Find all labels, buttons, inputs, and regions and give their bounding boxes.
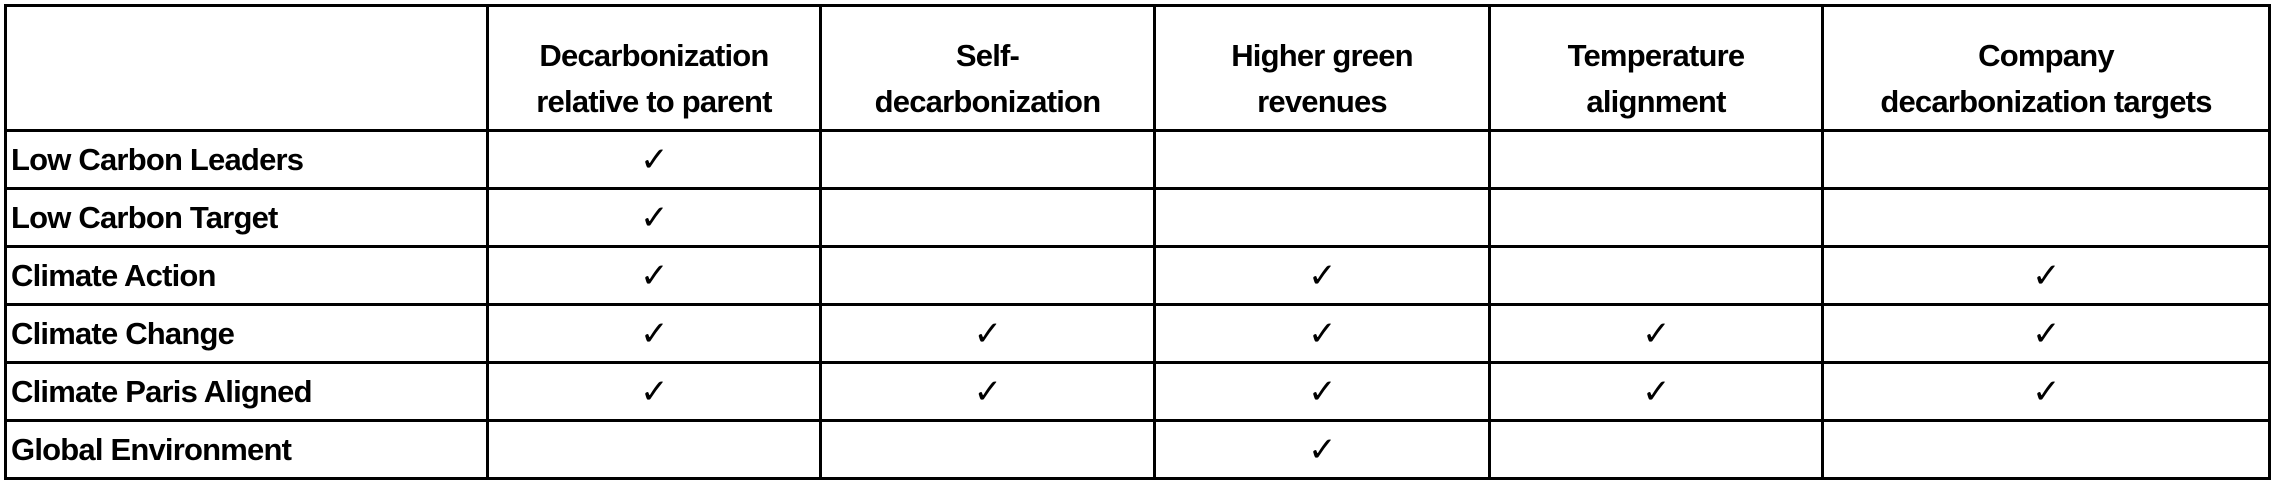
checkmark-icon: ✓ — [1308, 371, 1336, 412]
table-cell: ✓ — [1153, 419, 1491, 480]
table-cell — [1153, 129, 1491, 190]
checkmark-icon: ✓ — [640, 371, 668, 412]
column-header: Self-decarbonization — [819, 4, 1156, 132]
table-cell: ✓ — [1153, 303, 1491, 364]
table-cell — [1488, 245, 1824, 306]
column-header: Temperature alignment — [1488, 4, 1824, 132]
column-header-line: alignment — [1586, 84, 1726, 119]
column-header-line: Temperature — [1567, 38, 1745, 73]
column-header-line: Decarbonization — [539, 38, 769, 73]
table-cell — [1821, 419, 2271, 480]
table-cell: ✓ — [1488, 361, 1824, 422]
table-cell — [1488, 419, 1824, 480]
table-cell: ✓ — [1821, 245, 2271, 306]
checkmark-icon: ✓ — [2032, 313, 2060, 354]
table-cell: ✓ — [1153, 245, 1491, 306]
row-label: Climate Paris Aligned — [4, 361, 489, 422]
checkmark-icon: ✓ — [1308, 255, 1336, 296]
checkmark-icon: ✓ — [2032, 371, 2060, 412]
table-cell: ✓ — [486, 361, 822, 422]
column-header: Company decarbonization targets — [1821, 4, 2271, 132]
table-cell: ✓ — [486, 187, 822, 248]
column-header-line: revenues — [1257, 84, 1388, 119]
table-cell — [1153, 187, 1491, 248]
column-header: Higher green revenues — [1153, 4, 1491, 132]
row-label: Climate Change — [4, 303, 489, 364]
column-header-line: decarbonization targets — [1880, 84, 2212, 119]
table-cell — [819, 187, 1156, 248]
table-cell: ✓ — [819, 303, 1156, 364]
table-cell: ✓ — [1153, 361, 1491, 422]
table-row: Low Carbon Leaders ✓ — [4, 129, 2271, 190]
checkmark-icon: ✓ — [640, 197, 668, 238]
checkmark-icon: ✓ — [640, 255, 668, 296]
table-cell — [1488, 187, 1824, 248]
checkmark-icon: ✓ — [1308, 429, 1336, 470]
table-cell: ✓ — [1821, 361, 2271, 422]
table-cell — [1821, 187, 2271, 248]
checkmark-icon: ✓ — [640, 313, 668, 354]
table-cell — [819, 245, 1156, 306]
table-row: Climate Action ✓ ✓ ✓ — [4, 245, 2271, 306]
checkmark-icon: ✓ — [973, 313, 1002, 354]
column-header-line: Company — [1978, 38, 2114, 73]
checkmark-icon: ✓ — [1642, 313, 1670, 354]
column-header-line: decarbonization — [874, 84, 1102, 119]
column-header-line: relative to parent — [536, 84, 772, 119]
column-header: Decarbonization relative to parent — [486, 4, 822, 132]
column-header-line: Higher green — [1231, 38, 1413, 73]
table-cell: ✓ — [486, 303, 822, 364]
checkmark-icon: ✓ — [640, 139, 668, 180]
header-corner — [4, 4, 489, 132]
checkmark-icon: ✓ — [1642, 371, 1670, 412]
row-label: Climate Action — [4, 245, 489, 306]
row-label: Low Carbon Leaders — [4, 129, 489, 190]
table-cell: ✓ — [486, 245, 822, 306]
table-cell: ✓ — [1821, 303, 2271, 364]
checkmark-icon: ✓ — [2032, 255, 2060, 296]
checkmark-icon: ✓ — [973, 371, 1002, 412]
table-cell: ✓ — [486, 129, 822, 190]
table-cell — [1488, 129, 1824, 190]
table-row: Climate Change ✓ ✓ ✓ ✓ ✓ — [4, 303, 2271, 364]
row-label: Global Environment — [4, 419, 489, 480]
table-row: Climate Paris Aligned ✓ ✓ ✓ ✓ ✓ — [4, 361, 2271, 422]
header-row: Decarbonization relative to parent Self-de… — [4, 4, 2271, 132]
table-cell — [819, 129, 1156, 190]
comparison-table: Decarbonization relative to parent Self-de… — [4, 4, 2271, 480]
table-cell — [1821, 129, 2271, 190]
row-label: Low Carbon Target — [4, 187, 489, 248]
table-cell — [486, 419, 822, 480]
table-row: Global Environment ✓ — [4, 419, 2271, 480]
column-header-line: Self- — [955, 38, 1020, 73]
table-cell: ✓ — [819, 361, 1156, 422]
table-cell: ✓ — [1488, 303, 1824, 364]
table-cell — [819, 419, 1156, 480]
table-row: Low Carbon Target ✓ — [4, 187, 2271, 248]
checkmark-icon: ✓ — [1308, 313, 1336, 354]
